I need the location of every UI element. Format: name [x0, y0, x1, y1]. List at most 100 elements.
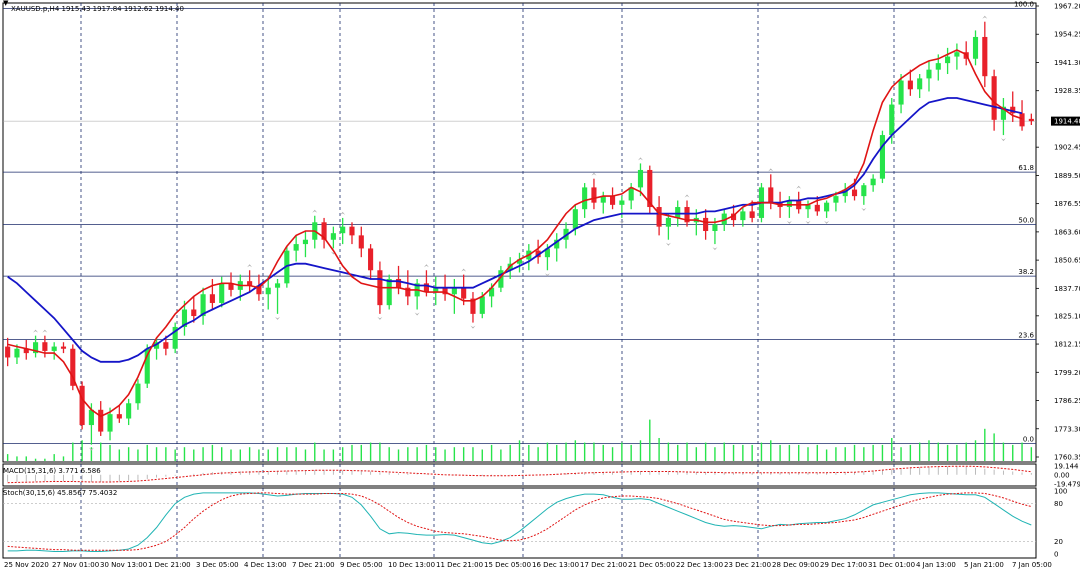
candle[interactable] [163, 335, 169, 356]
candle[interactable] [572, 204, 578, 236]
candle[interactable] [842, 183, 848, 203]
candle[interactable] [219, 276, 225, 308]
time-axis-label: 31 Dec 01:00 [868, 561, 915, 569]
candle[interactable] [284, 246, 290, 288]
candle[interactable] [349, 222, 355, 245]
candle-body [730, 213, 737, 221]
fib-level-label: 50.0 [1018, 216, 1034, 224]
candle[interactable] [833, 191, 839, 212]
price-axis-label: 1786.25 [1054, 397, 1080, 405]
candle[interactable] [293, 235, 299, 262]
candle[interactable] [898, 74, 904, 114]
candle[interactable] [135, 379, 141, 410]
candle[interactable] [228, 272, 234, 297]
candle[interactable] [98, 401, 104, 436]
candle[interactable] [265, 276, 271, 310]
candle-body [433, 287, 439, 293]
fractal-down-icon [619, 220, 625, 224]
candle-body [340, 226, 346, 234]
candle[interactable] [498, 265, 504, 293]
candle[interactable] [972, 30, 979, 66]
candle[interactable] [516, 252, 523, 273]
candle[interactable] [358, 226, 364, 258]
candle[interactable] [554, 233, 560, 262]
candle[interactable] [917, 74, 923, 99]
candle[interactable] [107, 407, 113, 441]
candle[interactable] [51, 342, 57, 360]
candle-body [824, 202, 830, 212]
candle[interactable] [191, 296, 197, 323]
candle-body [814, 204, 820, 212]
candle[interactable] [405, 270, 411, 306]
time-axis-label: 17 Dec 21:00 [580, 561, 627, 569]
candle[interactable] [870, 174, 876, 192]
candle-body [209, 294, 215, 303]
candle[interactable] [824, 200, 830, 218]
candle[interactable] [126, 398, 132, 426]
candle[interactable] [740, 207, 746, 227]
candle[interactable] [340, 217, 346, 245]
fractal-up-icon [423, 264, 429, 268]
candle-body [51, 346, 57, 351]
candle[interactable] [23, 340, 29, 360]
candle[interactable] [945, 47, 951, 75]
candle-body [423, 283, 429, 293]
candle[interactable] [368, 244, 374, 279]
candle[interactable] [395, 265, 402, 295]
candle[interactable] [70, 344, 76, 391]
candle[interactable] [982, 21, 988, 88]
candle[interactable] [703, 209, 709, 240]
candle[interactable] [79, 381, 85, 430]
candle[interactable] [386, 274, 392, 310]
candle[interactable] [610, 187, 616, 210]
candle[interactable] [879, 130, 886, 184]
time-axis-label: 21 Dec 05:00 [628, 561, 675, 569]
candle[interactable] [665, 213, 671, 240]
fib-level-label: 0.0 [1023, 436, 1034, 444]
candle[interactable] [591, 178, 597, 210]
macd-axis-label: -19.479 [1054, 480, 1080, 488]
candle[interactable] [907, 69, 913, 96]
candle[interactable] [1010, 91, 1016, 122]
candle[interactable] [647, 165, 653, 214]
candle[interactable] [181, 300, 188, 336]
candle[interactable] [926, 60, 932, 92]
candle[interactable] [209, 278, 215, 310]
candle-body [144, 348, 150, 384]
candle[interactable] [321, 217, 327, 249]
fractal-up-icon [42, 329, 48, 333]
fractal-up-icon [637, 157, 643, 161]
candle[interactable] [5, 337, 11, 367]
candle[interactable] [33, 335, 39, 358]
candle[interactable] [302, 231, 309, 258]
candle[interactable] [116, 405, 122, 423]
candle[interactable] [861, 183, 867, 205]
candle[interactable] [637, 163, 644, 197]
candle[interactable] [200, 287, 206, 325]
candle[interactable] [153, 337, 160, 360]
candle[interactable] [144, 344, 150, 388]
candle-body [135, 383, 141, 404]
candle[interactable] [954, 43, 960, 70]
candle[interactable] [470, 292, 476, 323]
candle[interactable] [1000, 98, 1006, 136]
candle[interactable] [172, 322, 178, 354]
fractal-down-icon [712, 247, 718, 251]
candle[interactable] [433, 276, 439, 306]
candle[interactable] [14, 344, 20, 365]
candle[interactable] [1019, 100, 1025, 131]
candle[interactable] [814, 196, 820, 216]
candle[interactable] [991, 69, 997, 131]
candle[interactable] [60, 342, 67, 354]
fractal-up-icon [768, 168, 774, 172]
candle[interactable] [330, 226, 336, 249]
candle[interactable] [656, 196, 662, 236]
candle[interactable] [247, 270, 253, 293]
candle-body [98, 409, 104, 432]
time-axis-label: 1 Dec 21:00 [148, 561, 191, 569]
candle-body [516, 259, 523, 264]
candle[interactable] [274, 278, 281, 314]
candle[interactable] [805, 200, 811, 218]
candle[interactable] [1028, 113, 1034, 126]
